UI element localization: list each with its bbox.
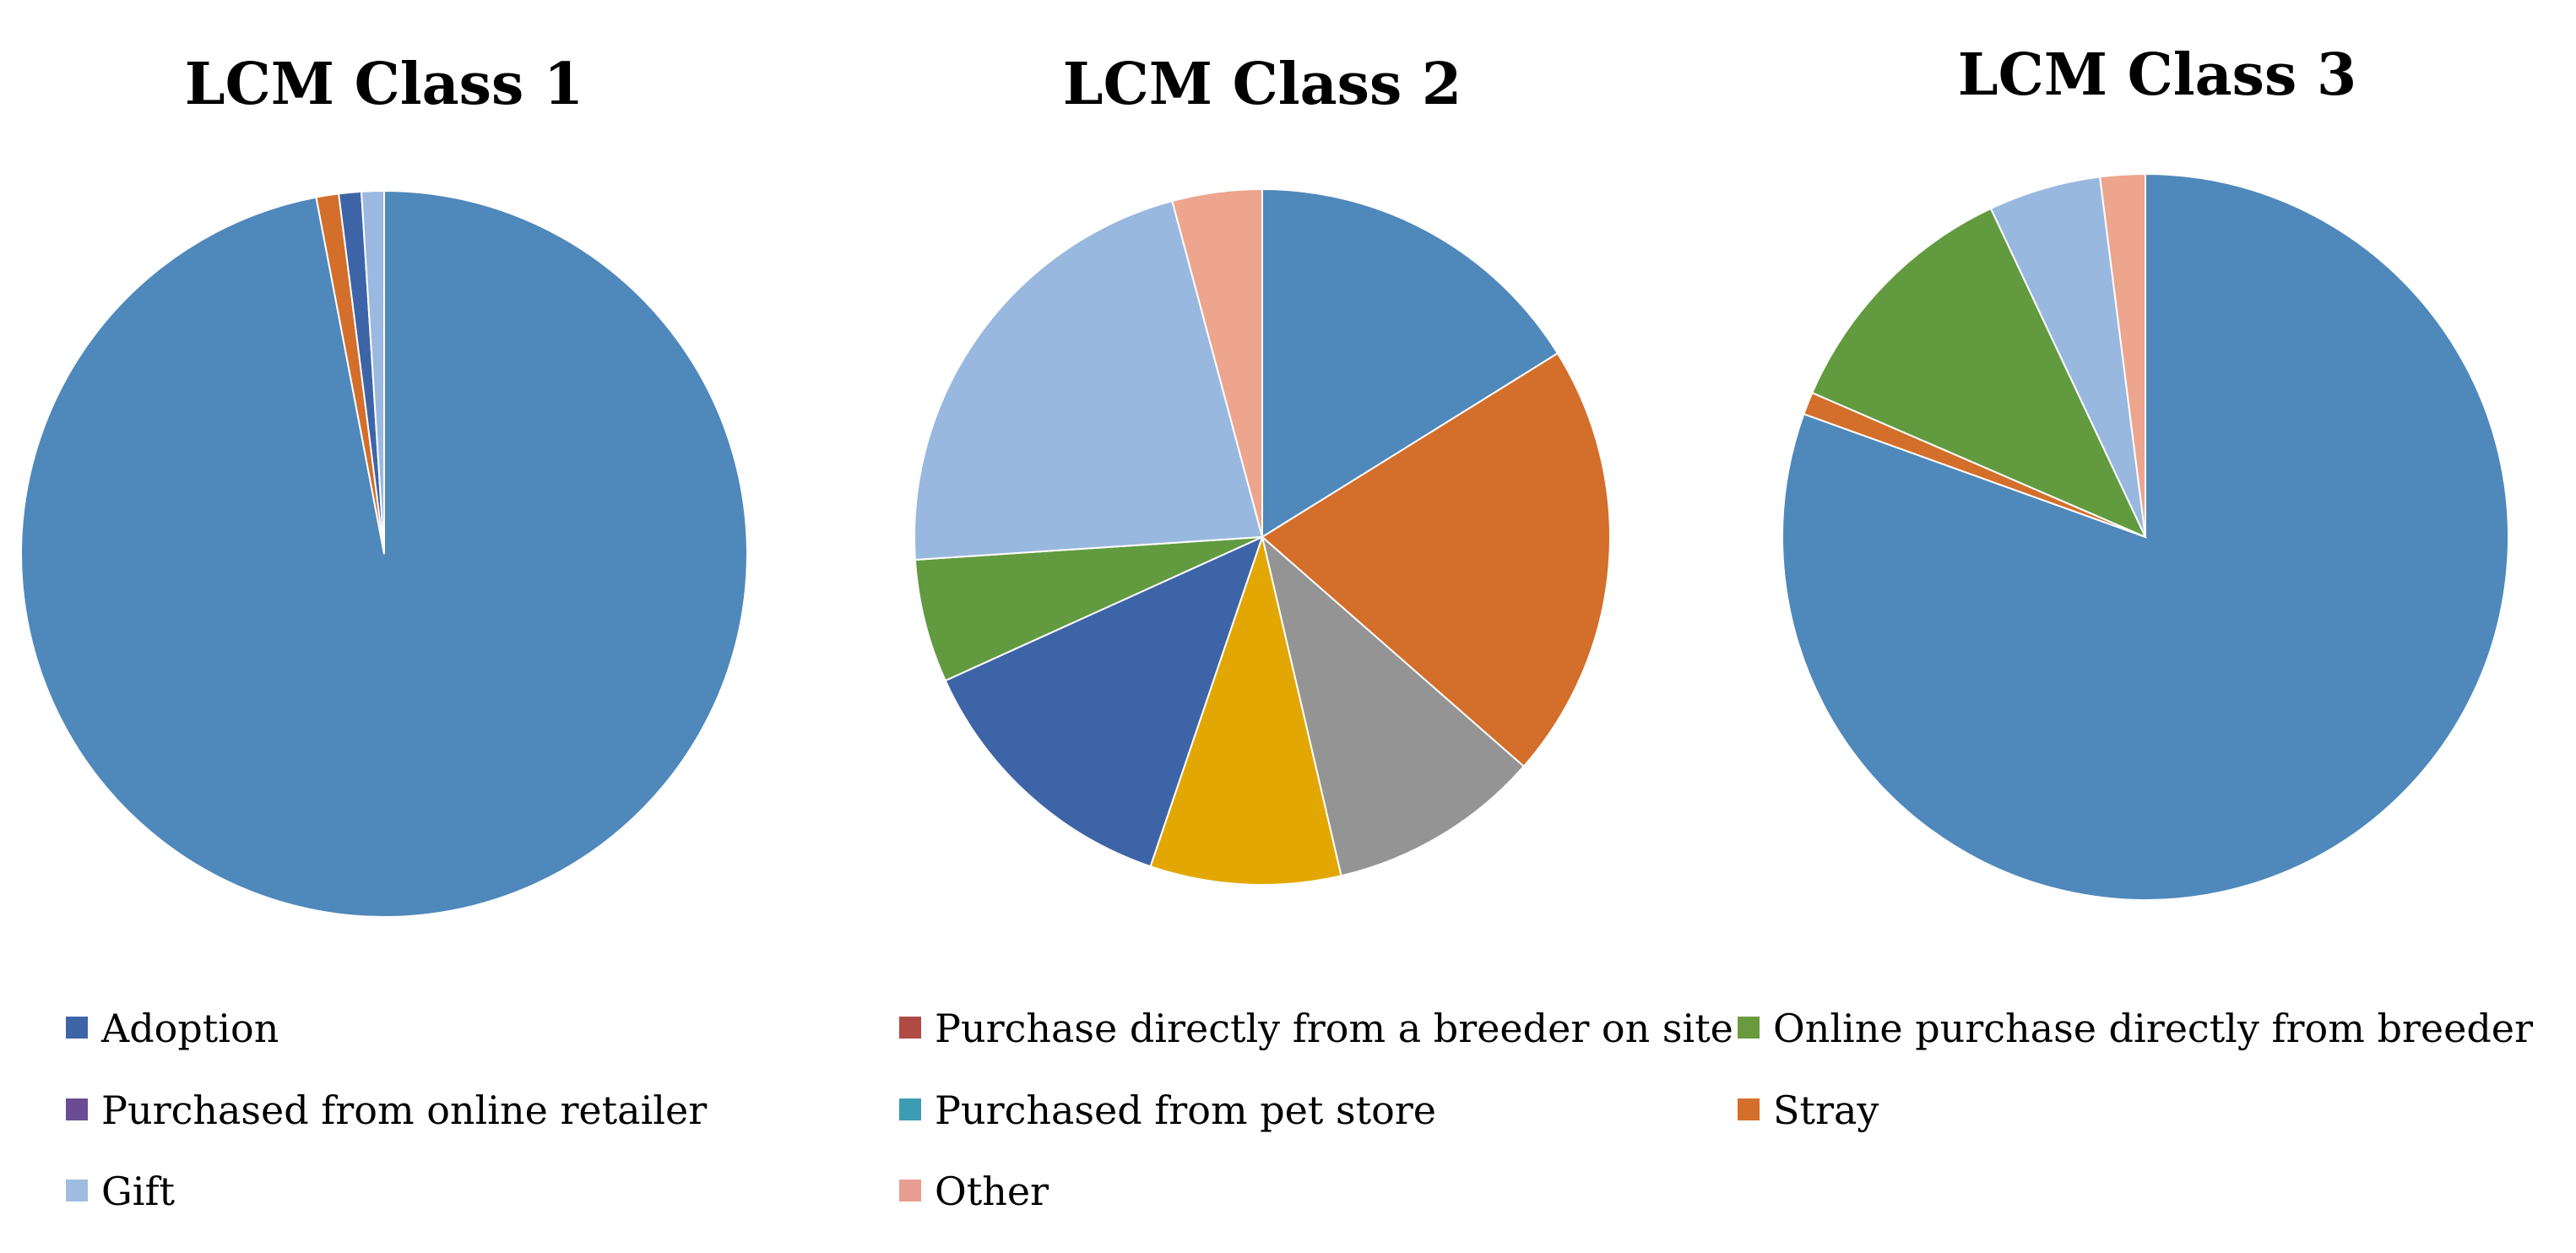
legend-item: Purchased from online retailer	[66, 1088, 707, 1133]
legend-swatch	[1738, 1098, 1760, 1120]
legend-swatch	[1738, 1017, 1760, 1039]
legend-label: Purchased from online retailer	[101, 1088, 707, 1133]
pie-2-slice-4	[1149, 534, 1342, 886]
legend-swatch	[66, 1098, 88, 1120]
pie-2-slice-1	[1261, 187, 1559, 539]
legend-item: Stray	[1738, 1088, 1879, 1133]
pie-class-2	[914, 187, 1611, 886]
pie-2-slice-2	[1261, 352, 1611, 768]
pie-2-slice-7	[914, 199, 1264, 561]
legend-label: Other	[935, 1169, 1049, 1214]
legend-swatch	[66, 1017, 88, 1039]
legend-item: Online purchase directly from breeder	[1738, 1006, 2533, 1051]
pie-3-slice-3	[1811, 207, 2148, 539]
legend-item: Adoption	[66, 1006, 279, 1051]
legend-swatch	[899, 1017, 921, 1039]
legend-item: Purchase directly from a breeder on site	[899, 1006, 1733, 1051]
legend-item: Other	[899, 1169, 1049, 1214]
pie-class-1	[20, 189, 748, 918]
pie-2-slice-5	[944, 535, 1264, 868]
chart-title-class-3: LCM Class 3	[1958, 41, 2356, 109]
legend-swatch	[899, 1180, 921, 1201]
pie-2-slice-8	[1171, 187, 1263, 538]
pie-3-slice-5	[2098, 172, 2146, 538]
legend-swatch	[66, 1180, 88, 1201]
pie-1-slice-4	[360, 189, 385, 555]
legend-label: Online purchase directly from breeder	[1773, 1006, 2533, 1051]
pie-2-slice-6	[914, 536, 1263, 682]
chart-title-class-2: LCM Class 2	[1063, 51, 1462, 118]
pie-class-3	[1782, 172, 2509, 901]
legend-label: Adoption	[100, 1006, 279, 1051]
legend-item: Purchased from pet store	[899, 1088, 1436, 1133]
legend-label: Purchase directly from a breeder on site	[935, 1006, 1733, 1051]
pie-2-slice-3	[1261, 534, 1526, 877]
chart-title-class-1: LCM Class 1	[185, 51, 583, 118]
legend-item: Gift	[66, 1169, 175, 1214]
legend-label: Gift	[101, 1169, 175, 1214]
legend-label: Purchased from pet store	[935, 1088, 1436, 1133]
legend-swatch	[899, 1098, 921, 1120]
legend-label: Stray	[1773, 1088, 1879, 1133]
legend: Adoption Purchase directly from a breeder…	[66, 1006, 2533, 1214]
